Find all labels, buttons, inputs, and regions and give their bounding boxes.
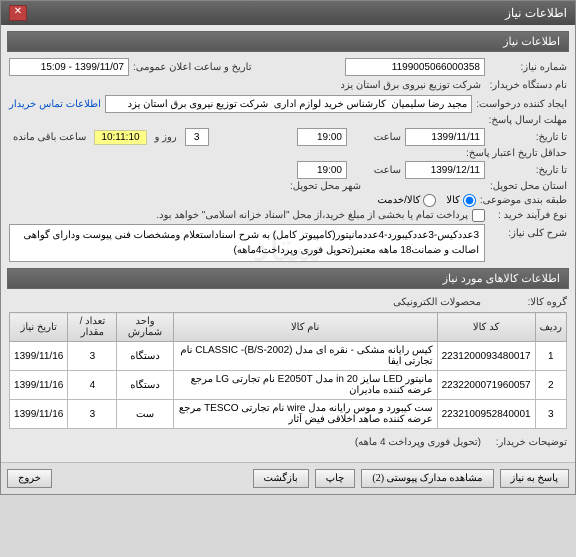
table-cell: کیس رایانه مشکی - نقره ای مدل CLASSIC -(… (173, 342, 437, 371)
table-cell: مانیتور LED سایز 20 in مدل E2050T نام تج… (173, 371, 437, 400)
attachments-button[interactable]: مشاهده مدارک پیوستی (2) (361, 469, 493, 488)
table-cell: 1399/11/16 (10, 371, 68, 400)
need-number-field (345, 58, 485, 76)
process-checkbox[interactable] (472, 209, 485, 222)
table-cell: 1399/11/16 (10, 342, 68, 371)
section-items: اطلاعات کالاهای مورد نیاز (7, 268, 569, 289)
radio-service-input[interactable] (423, 194, 436, 207)
window-title: اطلاعات نیاز (505, 6, 567, 20)
table-cell: دستگاه (117, 371, 173, 400)
table-row: 32232100952840001ست کیبورد و موس رایانه … (10, 400, 567, 429)
th-code: کد کالا (437, 313, 535, 342)
remain-label: ساعت باقی مانده (9, 130, 90, 145)
back-button[interactable]: بازگشت (253, 469, 309, 488)
table-cell: 2231200093480017 (437, 342, 535, 371)
buyer-note-label: توضیحات خریدار: (489, 437, 567, 448)
table-cell: 4 (68, 371, 117, 400)
titlebar: اطلاعات نیاز ✕ (1, 1, 575, 25)
countdown-timer: 10:11:10 (94, 130, 146, 145)
radio-goods[interactable]: کالا (446, 194, 476, 207)
budget-label: طبقه بندی موضوعی: (480, 195, 567, 206)
exit-button[interactable]: خروج (7, 469, 52, 488)
day-word: روز و (151, 130, 181, 145)
public-time-label: تاریخ و ساعت اعلان عمومی: (133, 62, 252, 73)
buyer-org-value: شرکت توزیع نیروی برق استان یزد (336, 78, 485, 93)
public-time-field (9, 58, 129, 76)
table-cell: 2 (535, 371, 566, 400)
table-cell: دستگاه (117, 342, 173, 371)
print-button[interactable]: چاپ (315, 469, 356, 488)
process-note: پرداخت تمام یا بخشی از مبلغ خرید،از محل … (156, 210, 468, 221)
validity-label: حداقل تاریخ اعتبار پاسخ: (466, 148, 567, 159)
table-row: 12231200093480017کیس رایانه مشکی - نقره … (10, 342, 567, 371)
reply-button[interactable]: پاسخ به نیاز (500, 469, 570, 488)
delivery-city-label: شهر محل تحویل: (283, 181, 361, 192)
table-cell: 1399/11/16 (10, 400, 68, 429)
need-info-window: ستاد اطلاعات نیاز ✕ اطلاعات نیاز شماره ن… (0, 0, 576, 495)
days-remaining (185, 128, 209, 146)
desc-label: شرح کلی نیاز: (489, 224, 567, 239)
table-cell: 1 (535, 342, 566, 371)
group-value: محصولات الکترونیکی (389, 295, 485, 310)
answer-hour-field (297, 128, 347, 146)
table-cell: 2232100952840001 (437, 400, 535, 429)
desc-text: 3عددکیس-3عددکیبورد-4عددمانیتور(کامپیوتر … (9, 224, 485, 262)
need-number-label: شماره نیاز: (489, 62, 567, 73)
validity-hour-field (297, 161, 347, 179)
delivery-place-label: استان محل تحویل: (489, 181, 567, 192)
process-checkbox-input[interactable] (472, 209, 485, 222)
close-icon[interactable]: ✕ (9, 5, 27, 21)
table-cell: 2232200071960057 (437, 371, 535, 400)
table-header-row: ردیف کد کالا نام کالا واحد شمارش تعداد /… (10, 313, 567, 342)
answer-deadline-label: مهلت ارسال پاسخ: (489, 115, 567, 126)
th-name: نام کالا (173, 313, 437, 342)
items-table: ردیف کد کالا نام کالا واحد شمارش تعداد /… (9, 312, 567, 429)
answer-to-label: تا تاریخ: (489, 132, 567, 143)
table-row: 22232200071960057مانیتور LED سایز 20 in … (10, 371, 567, 400)
th-unit: واحد شمارش (117, 313, 173, 342)
answer-date-field (405, 128, 485, 146)
table-cell: 3 (68, 400, 117, 429)
footer: پاسخ به نیاز مشاهده مدارک پیوستی (2) چاپ… (1, 462, 575, 494)
buyer-org-label: نام دستگاه خریدار: (489, 80, 567, 91)
table-cell: ست (117, 400, 173, 429)
th-row: ردیف (535, 313, 566, 342)
group-label: گروه کالا: (489, 297, 567, 308)
radio-service[interactable]: کالا/خدمت (377, 194, 436, 207)
process-label: نوع فرآیند خرید : (489, 210, 567, 221)
hour-label-2: ساعت (351, 165, 401, 176)
buyer-note-value: (تحویل فوری وپرداخت 4 ماهه) (351, 435, 485, 450)
table-cell: 3 (68, 342, 117, 371)
table-cell: 3 (535, 400, 566, 429)
radio-goods-input[interactable] (463, 194, 476, 207)
validity-date-field (405, 161, 485, 179)
th-qty: تعداد / مقدار (68, 313, 117, 342)
contact-link[interactable]: اطلاعات تماس خریدار (9, 99, 101, 110)
th-date: تاریخ نیاز (10, 313, 68, 342)
creator-label: ایجاد کننده درخواست: (476, 99, 567, 110)
hour-label-1: ساعت (351, 132, 401, 143)
section-need-info: اطلاعات نیاز (7, 31, 569, 52)
creator-field (105, 95, 472, 113)
table-cell: ست کیبورد و موس رایانه مدل wire نام تجار… (173, 400, 437, 429)
validity-to-label: تا تاریخ: (489, 165, 567, 176)
